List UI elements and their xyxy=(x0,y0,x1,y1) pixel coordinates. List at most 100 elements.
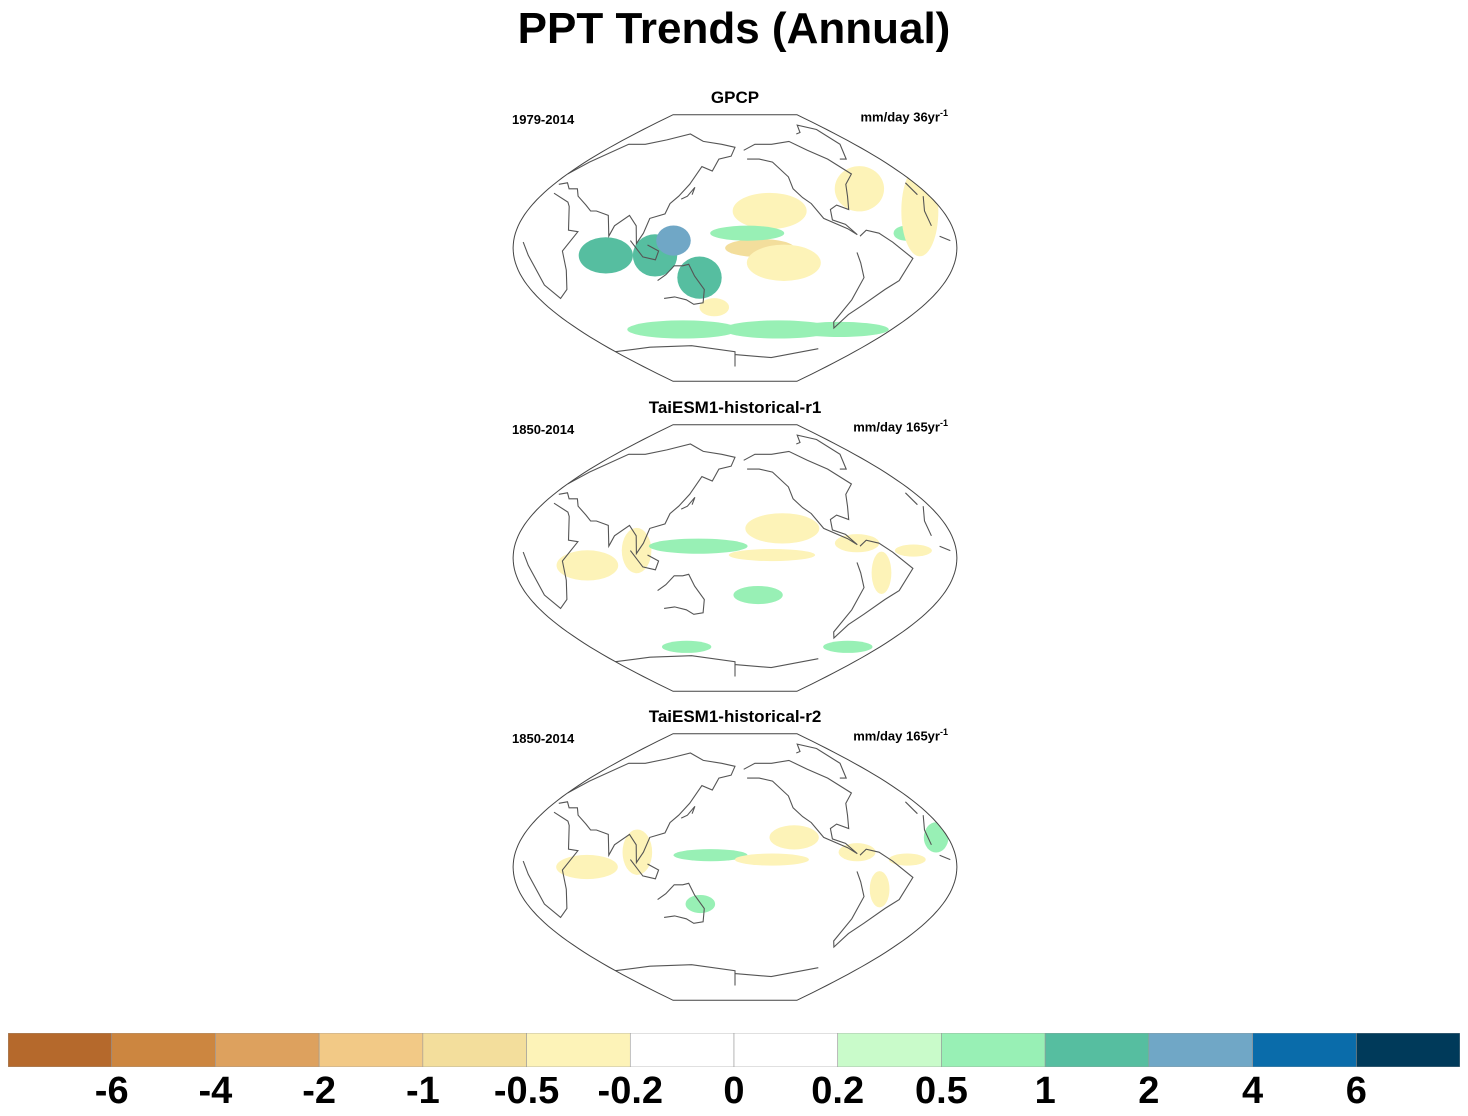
coastline xyxy=(657,263,705,305)
map-panel-taiesm1-r1: TaiESM1-historical-r1 1850-2014 mm/day 1… xyxy=(500,398,970,706)
figure-title: PPT Trends (Annual) xyxy=(517,4,951,53)
colorbar-swatch xyxy=(733,1033,839,1067)
world-map xyxy=(512,733,958,1001)
colorbar-tick-label: -6 xyxy=(94,1070,129,1112)
colorbar-swatch xyxy=(837,1033,942,1067)
anomaly-patch xyxy=(901,165,939,257)
coastline xyxy=(680,805,696,819)
colorbar-tick-label: 1 xyxy=(1034,1070,1056,1112)
anomaly-patch xyxy=(656,225,691,256)
panel-period: 1979-2014 xyxy=(512,112,575,127)
units-exponent: -1 xyxy=(939,418,948,428)
coastline xyxy=(615,345,819,367)
anomaly-patch xyxy=(728,548,816,562)
panel-title: TaiESM1-historical-r2 xyxy=(648,707,822,726)
coastline xyxy=(558,133,918,246)
coastline xyxy=(558,752,918,865)
coastline xyxy=(833,539,914,640)
colorbar-tick-label: 0.2 xyxy=(811,1070,865,1112)
colorbar-tick-label: -0.5 xyxy=(493,1070,560,1112)
coastline xyxy=(558,443,918,556)
colorbar-swatch xyxy=(215,1033,320,1067)
colorbar-swatch xyxy=(629,1033,735,1067)
coastline xyxy=(615,655,819,677)
panel-units: mm/day 165yr-1 xyxy=(853,727,948,743)
units-text: mm/day 36yr xyxy=(860,109,940,125)
colorbar-swatch xyxy=(526,1033,631,1067)
coastline xyxy=(657,882,705,924)
coastline xyxy=(629,550,660,571)
colorbar-swatch xyxy=(422,1033,527,1067)
coastline xyxy=(680,496,696,510)
anomaly-patch xyxy=(894,544,932,557)
map-border xyxy=(512,733,958,1001)
panel-title: TaiESM1-historical-r1 xyxy=(648,398,822,417)
coastline xyxy=(522,811,951,919)
anomaly-patch xyxy=(823,640,873,653)
coastline xyxy=(629,240,660,261)
colorbar xyxy=(8,1033,1460,1067)
panel-units: mm/day 36yr-1 xyxy=(860,108,948,124)
map-panel-taiesm1-r2: TaiESM1-historical-r2 1850-2014 mm/day 1… xyxy=(500,707,970,1015)
colorbar-tick-label: -1 xyxy=(405,1070,440,1112)
coastline xyxy=(522,502,951,610)
anomaly-patch xyxy=(648,538,748,554)
colorbar-swatch xyxy=(318,1033,424,1067)
panel-units: mm/day 165yr-1 xyxy=(853,418,948,434)
anomaly-patch xyxy=(685,894,716,914)
colorbar-swatch xyxy=(1148,1033,1253,1067)
anomaly-patch xyxy=(556,854,618,880)
anomaly-patch xyxy=(733,585,783,605)
colorbar-tick-label: 2 xyxy=(1138,1070,1160,1112)
coastline xyxy=(615,964,819,986)
anomaly-patch xyxy=(888,853,926,866)
anomaly-patch xyxy=(723,320,835,339)
map-border xyxy=(512,424,958,692)
map-panel-gpcp: GPCP 1979-2014 mm/day 36yr-1 xyxy=(500,88,970,396)
colorbar-tick-label: 0.5 xyxy=(915,1070,968,1112)
anomaly-patch xyxy=(673,849,748,862)
colorbar-swatch xyxy=(1252,1033,1357,1067)
units-text: mm/day 165yr xyxy=(853,419,940,435)
colorbar-swatch xyxy=(111,1033,216,1067)
colorbar-swatch xyxy=(8,1033,113,1067)
coastline xyxy=(657,573,705,615)
coastline xyxy=(743,450,858,546)
anomaly-patch xyxy=(578,237,633,274)
map-border xyxy=(512,114,958,382)
panel-period: 1850-2014 xyxy=(512,731,575,746)
anomaly-patch xyxy=(677,256,722,299)
anomaly-patch xyxy=(734,853,809,866)
colorbar-tick-label: -4 xyxy=(198,1070,233,1112)
coastline xyxy=(743,140,858,236)
coastline xyxy=(629,859,660,880)
colorbar-tick-label: 6 xyxy=(1345,1070,1367,1112)
anomaly-patch xyxy=(871,551,892,594)
coastline xyxy=(796,743,848,779)
colorbar-swatch xyxy=(941,1033,1046,1067)
panel-title: GPCP xyxy=(710,88,760,107)
anomaly-patch xyxy=(834,534,880,553)
world-map xyxy=(512,114,958,382)
world-map xyxy=(512,424,958,692)
panel-period: 1850-2014 xyxy=(512,422,575,437)
coastline xyxy=(522,192,951,300)
anomaly-patch xyxy=(699,298,730,317)
units-text: mm/day 165yr xyxy=(853,728,940,744)
colorbar-tick-label: -0.2 xyxy=(597,1070,664,1112)
colorbar-tick-label: 4 xyxy=(1241,1070,1264,1112)
anomaly-patch xyxy=(710,225,785,241)
anomaly-patch xyxy=(869,871,890,908)
anomaly-patch xyxy=(834,166,885,212)
anomaly-patch xyxy=(627,320,739,339)
coastline xyxy=(796,434,848,470)
coastline xyxy=(833,229,914,330)
coastline xyxy=(680,186,696,200)
anomaly-patch xyxy=(746,244,821,281)
anomaly-patch xyxy=(769,825,819,850)
colorbar-tick-label: 0 xyxy=(723,1070,745,1112)
colorbar-labels: -6 -4 -2 -1 -0.5 -0.2 0 0.2 0.5 1 2 4 6 xyxy=(8,1070,1460,1116)
colorbar-tick-label: -2 xyxy=(302,1070,337,1112)
units-exponent: -1 xyxy=(939,108,948,118)
anomaly-patch xyxy=(732,192,807,230)
